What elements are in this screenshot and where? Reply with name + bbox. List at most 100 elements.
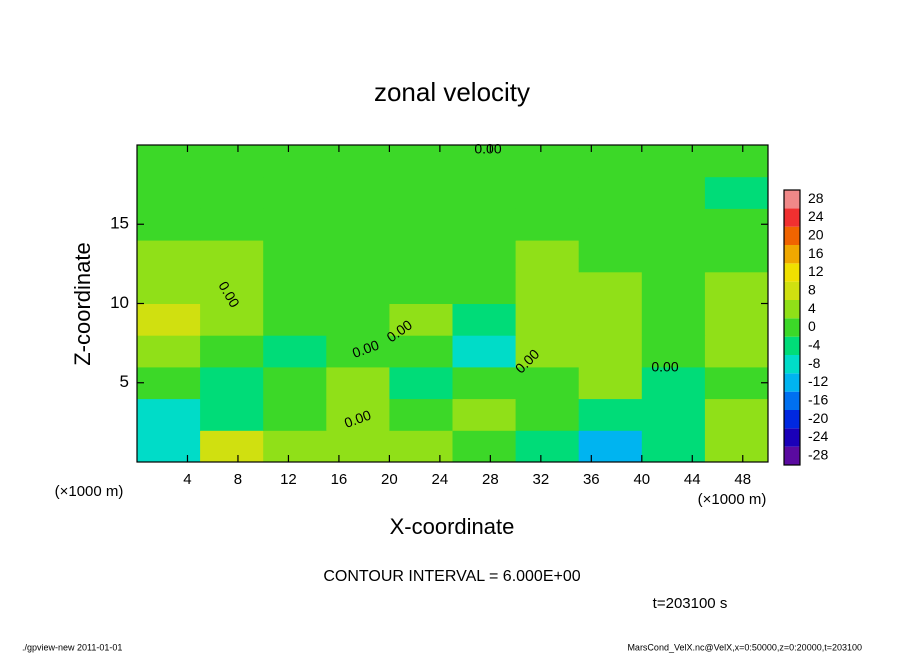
colorbar-box (784, 410, 800, 429)
field-cell (326, 240, 390, 273)
field-cell (515, 176, 580, 209)
field-cell (515, 240, 580, 273)
field-cell (641, 240, 706, 273)
field-cell (704, 145, 769, 178)
field-cell (389, 240, 453, 273)
colorbar-label: 24 (808, 208, 824, 224)
colorbar-box (784, 336, 800, 355)
field-cell (641, 430, 706, 463)
field-cell (452, 398, 517, 431)
x-unit: (×1000 m) (698, 491, 767, 508)
colorbar-box (784, 373, 800, 392)
colorbar-box (784, 208, 800, 227)
x-axis-label: X-coordinate (390, 514, 515, 539)
field-cell (704, 398, 769, 431)
field-cell (452, 335, 517, 368)
field-cell (326, 366, 390, 400)
time-label: t=203100 s (653, 595, 728, 612)
field-cell (578, 176, 643, 209)
field-cell (263, 303, 327, 336)
field-cell (452, 176, 517, 209)
field-cell (704, 303, 769, 336)
field-cell (389, 430, 453, 463)
field-cell (200, 366, 264, 400)
field-cell (200, 176, 264, 209)
colorbar-box (784, 245, 800, 264)
field-cell (389, 398, 453, 431)
field-cell (389, 208, 453, 241)
field-cell (704, 240, 769, 273)
field-cell (704, 208, 769, 241)
colorbar-label: -16 (808, 392, 828, 408)
field-cell (578, 303, 643, 336)
field-cell (200, 303, 264, 336)
colorbar-label: -12 (808, 373, 828, 389)
colorbar-box (784, 190, 800, 209)
colorbar-box (784, 281, 800, 300)
field-cell (578, 145, 643, 178)
field-cell (452, 303, 517, 336)
field-cell (452, 240, 517, 273)
y-tick-label: 5 (120, 372, 129, 391)
field-cell (515, 208, 580, 241)
footer-left: ./gpview-new 2011-01-01 (22, 642, 122, 652)
field-cell (137, 398, 201, 431)
field-cell (137, 208, 201, 241)
field-cell (452, 145, 517, 178)
field-cell (200, 398, 264, 431)
field-cell (389, 303, 453, 336)
x-tick-label: 20 (381, 471, 398, 488)
colorbar-box (784, 391, 800, 410)
field-cell (704, 176, 769, 209)
x-tick-label: 12 (280, 471, 297, 488)
field-cell (137, 145, 201, 178)
field-cell (578, 335, 643, 368)
colorbar-box (784, 318, 800, 337)
colorbar-label: 8 (808, 282, 816, 298)
field-cell (137, 176, 201, 209)
field-cell (137, 430, 201, 463)
colorbar-label: 12 (808, 263, 824, 279)
field-cell (578, 398, 643, 431)
field-cell (200, 430, 264, 463)
field-cell (641, 366, 706, 400)
field-cell (389, 176, 453, 209)
colorbar-label: -8 (808, 355, 821, 371)
field-cell (137, 240, 201, 273)
field-cell (263, 398, 327, 431)
colorbar-box (784, 428, 800, 447)
field-cell (137, 335, 201, 368)
x-tick-label: 36 (583, 471, 600, 488)
field-cell (452, 208, 517, 241)
field-cell (578, 208, 643, 241)
field-cell (263, 366, 327, 400)
colorbar-box (784, 263, 800, 282)
contour-interval: CONTOUR INTERVAL = 6.000E+00 (323, 568, 580, 585)
colorbar-label: 20 (808, 227, 824, 243)
field-cell (263, 271, 327, 304)
field-cell (389, 145, 453, 178)
field-cell (200, 335, 264, 368)
field-cell (200, 240, 264, 273)
field-cell (704, 271, 769, 304)
x-tick-label: 4 (183, 471, 191, 488)
field-cell (137, 271, 201, 304)
colorbar-label: -28 (808, 447, 828, 463)
field-cell (452, 366, 517, 400)
colorbar-label: -24 (808, 428, 828, 444)
field-cell (578, 366, 643, 400)
field-cell (515, 335, 580, 368)
colorbar-label: 0 (808, 318, 816, 334)
colorbar-label: 16 (808, 245, 824, 261)
field-cell (641, 271, 706, 304)
field-cell (641, 303, 706, 336)
y-axis-label: Z-coordinate (70, 242, 95, 366)
footer-right: MarsCond_VelX.nc@VelX,x=0:50000,z=0:2000… (627, 642, 862, 652)
field-cell (452, 430, 517, 463)
field-cell (515, 366, 580, 400)
field-cell (326, 271, 390, 304)
field-cell (515, 303, 580, 336)
field-cell (263, 240, 327, 273)
x-tick-label: 24 (432, 471, 449, 488)
